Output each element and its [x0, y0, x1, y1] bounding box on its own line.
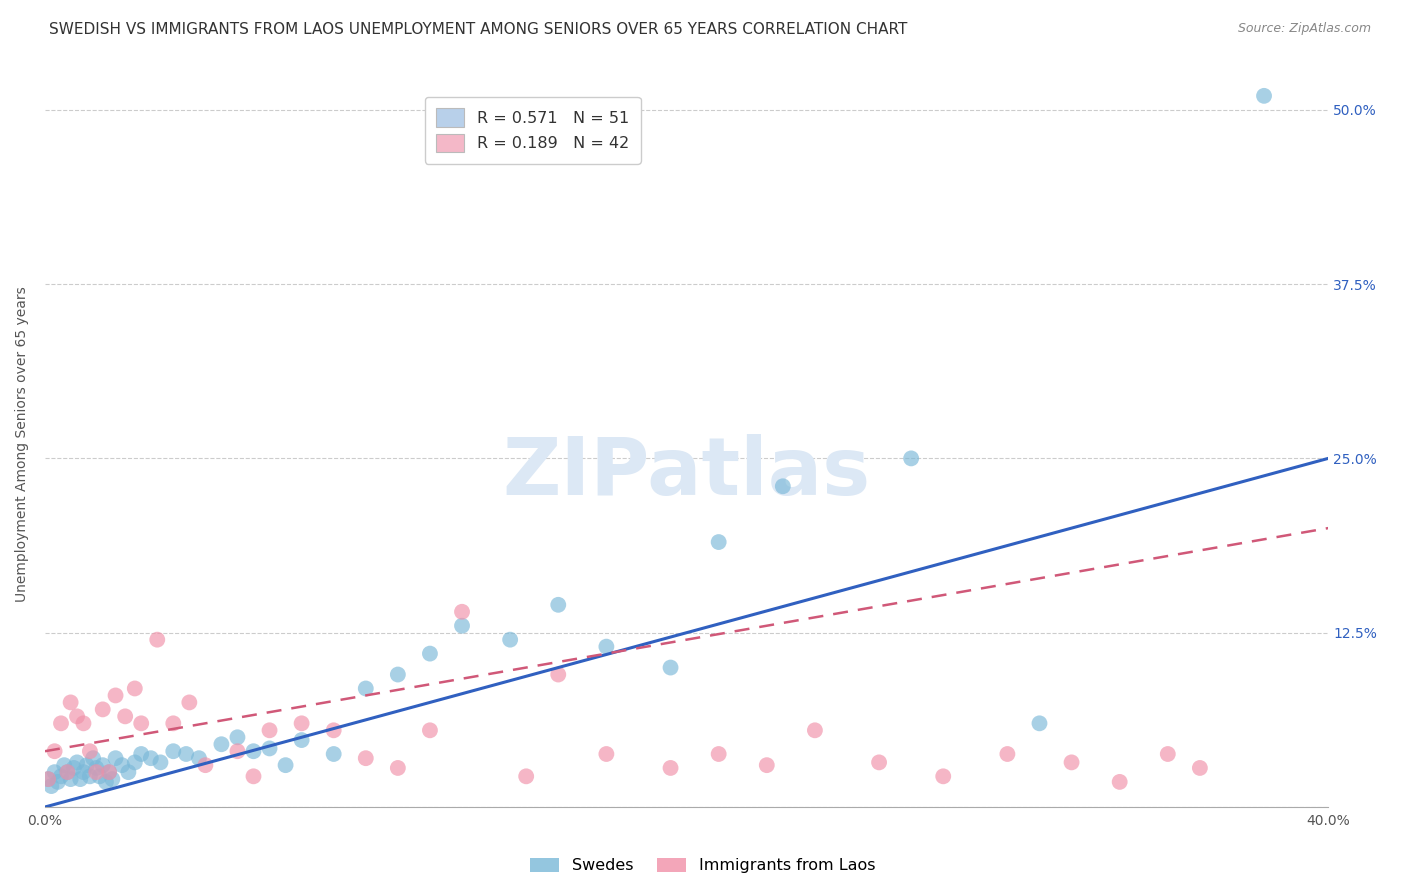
- Point: [41, 779, 63, 793]
- Point: [91, 758, 114, 772]
- Point: [111, 758, 134, 772]
- Point: [124, 756, 146, 770]
- Point: [72, 765, 94, 780]
- Point: [82, 751, 104, 765]
- Point: [451, 618, 474, 632]
- Point: [419, 647, 441, 661]
- Point: [79, 744, 101, 758]
- Point: [59, 695, 82, 709]
- Point: [242, 744, 264, 758]
- Point: [354, 681, 377, 696]
- Point: [547, 667, 569, 681]
- Point: [419, 723, 441, 738]
- Point: [84, 765, 107, 780]
- Point: [194, 758, 217, 772]
- Point: [98, 765, 121, 780]
- Point: [188, 751, 211, 765]
- Point: [53, 758, 76, 772]
- Point: [117, 765, 139, 780]
- Point: [84, 761, 107, 775]
- Point: [772, 479, 794, 493]
- Point: [387, 761, 409, 775]
- Point: [139, 751, 162, 765]
- Point: [104, 751, 127, 765]
- Text: SWEDISH VS IMMIGRANTS FROM LAOS UNEMPLOYMENT AMONG SENIORS OVER 65 YEARS CORRELA: SWEDISH VS IMMIGRANTS FROM LAOS UNEMPLOY…: [49, 22, 908, 37]
- Legend: R = 0.571   N = 51, R = 0.189   N = 42: R = 0.571 N = 51, R = 0.189 N = 42: [425, 97, 641, 163]
- Point: [101, 772, 124, 786]
- Point: [209, 737, 232, 751]
- Point: [63, 761, 86, 775]
- Point: [174, 747, 197, 761]
- Point: [56, 765, 79, 780]
- Point: [242, 769, 264, 783]
- Point: [659, 660, 682, 674]
- Point: [114, 709, 136, 723]
- Y-axis label: Unemployment Among Seniors over 65 years: Unemployment Among Seniors over 65 years: [15, 286, 30, 602]
- Point: [46, 775, 69, 789]
- Point: [104, 689, 127, 703]
- Point: [274, 758, 297, 772]
- Point: [69, 772, 91, 786]
- Point: [451, 605, 474, 619]
- Point: [1188, 761, 1211, 775]
- Point: [868, 756, 890, 770]
- Point: [322, 747, 344, 761]
- Point: [162, 716, 184, 731]
- Point: [1157, 747, 1180, 761]
- Point: [900, 451, 922, 466]
- Point: [226, 731, 249, 745]
- Legend: Swedes, Immigrants from Laos: Swedes, Immigrants from Laos: [524, 851, 882, 880]
- Point: [1253, 88, 1275, 103]
- Point: [91, 702, 114, 716]
- Point: [387, 667, 409, 681]
- Point: [66, 756, 89, 770]
- Point: [515, 769, 537, 783]
- Point: [932, 769, 955, 783]
- Point: [804, 723, 827, 738]
- Point: [291, 716, 314, 731]
- Point: [56, 765, 79, 780]
- Point: [129, 747, 152, 761]
- Point: [995, 747, 1018, 761]
- Point: [149, 756, 172, 770]
- Point: [79, 769, 101, 783]
- Point: [49, 769, 72, 783]
- Point: [322, 723, 344, 738]
- Point: [146, 632, 169, 647]
- Point: [66, 709, 89, 723]
- Point: [129, 716, 152, 731]
- Point: [547, 598, 569, 612]
- Point: [94, 775, 117, 789]
- Point: [707, 747, 730, 761]
- Point: [1060, 756, 1083, 770]
- Text: ZIPatlas: ZIPatlas: [502, 434, 870, 512]
- Point: [76, 758, 98, 772]
- Point: [595, 640, 617, 654]
- Point: [89, 769, 111, 783]
- Point: [707, 535, 730, 549]
- Point: [499, 632, 522, 647]
- Point: [72, 716, 94, 731]
- Point: [124, 681, 146, 696]
- Point: [595, 747, 617, 761]
- Point: [49, 716, 72, 731]
- Point: [259, 741, 281, 756]
- Point: [755, 758, 778, 772]
- Point: [259, 723, 281, 738]
- Point: [226, 744, 249, 758]
- Point: [1108, 775, 1130, 789]
- Point: [1028, 716, 1050, 731]
- Point: [59, 772, 82, 786]
- Point: [162, 744, 184, 758]
- Text: Source: ZipAtlas.com: Source: ZipAtlas.com: [1237, 22, 1371, 36]
- Point: [354, 751, 377, 765]
- Point: [98, 765, 121, 780]
- Point: [37, 772, 59, 786]
- Point: [44, 744, 66, 758]
- Point: [179, 695, 201, 709]
- Point: [659, 761, 682, 775]
- Point: [44, 765, 66, 780]
- Point: [37, 772, 59, 786]
- Point: [291, 733, 314, 747]
